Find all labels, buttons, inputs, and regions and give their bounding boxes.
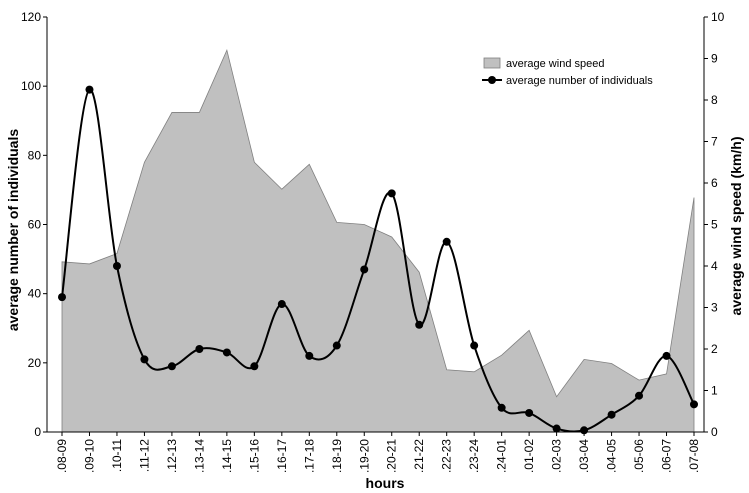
x-tick-label: .08-09: [55, 439, 69, 473]
x-tick-label: .23-24: [467, 439, 481, 473]
y-left-tick-label: 120: [21, 10, 41, 24]
legend-marker-individuals: [488, 76, 496, 84]
y-right-tick-label: 9: [711, 52, 718, 66]
y-right-tick-label: 5: [711, 218, 718, 232]
x-tick-label: .06-07: [660, 439, 674, 473]
y-right-tick-label: 0: [711, 425, 718, 439]
x-tick-label: .21-22: [412, 439, 426, 473]
wind-speed-area: [61, 48, 695, 433]
y-left-tick-label: 40: [28, 287, 42, 301]
x-axis-title: hours: [366, 475, 405, 491]
individuals-point: [415, 320, 424, 329]
y-right-tick-label: 3: [711, 301, 718, 315]
y-right-tick-label: 7: [711, 135, 718, 149]
y-left-tick-label: 0: [34, 425, 41, 439]
x-tick-label: .12-13: [165, 439, 179, 473]
x-tick-label: .17-18: [302, 439, 316, 473]
x-tick-label: .01-02: [522, 439, 536, 473]
y-right-tick-label: 2: [711, 342, 718, 356]
x-tick-label: .09-10: [82, 439, 96, 473]
individuals-point: [167, 362, 176, 371]
individuals-point: [387, 189, 396, 198]
individuals-point: [635, 391, 644, 400]
individuals-point: [140, 355, 149, 364]
y-left-tick-label: 80: [28, 148, 42, 162]
individuals-point: [525, 408, 534, 417]
individuals-point: [250, 362, 259, 371]
x-tick-label: .07-08: [687, 439, 701, 473]
y-right-tick-label: 10: [711, 10, 725, 24]
x-tick-label: .19-20: [357, 439, 371, 473]
axes: 0 20 40 60 80 100 120 0 1 2 3 4 5 6 7 8 9 10 .08-09 .09-10.…: [21, 10, 725, 473]
individuals-point: [470, 341, 479, 350]
individuals-point: [195, 345, 204, 353]
x-tick-label: .18-19: [330, 439, 344, 473]
x-tick-label: .22-23: [440, 439, 454, 473]
legend-swatch-wind: [483, 57, 501, 69]
y-right-tick-label: 4: [711, 259, 718, 273]
individuals-point: [662, 351, 671, 360]
legend-label-wind: average wind speed: [506, 58, 604, 70]
y-left-tick-label: 20: [28, 356, 42, 370]
wind-area-layer: [61, 48, 695, 433]
individuals-line-layer: [58, 85, 698, 435]
y-left-tick-label: 100: [21, 79, 41, 93]
x-tick-label: .14-15: [220, 439, 234, 473]
legend-label-individuals: average number of individuals: [506, 75, 653, 87]
individuals-point: [690, 400, 698, 409]
individuals-point: [360, 265, 369, 274]
x-tick-label: .16-17: [275, 439, 289, 473]
x-tick-label: .20-21: [385, 439, 399, 473]
x-tick-label: .24-01: [495, 439, 509, 473]
individuals-point: [442, 237, 451, 246]
x-tick-label: .11-12: [137, 439, 151, 472]
individuals-point: [552, 424, 561, 433]
x-tick-label: .02-03: [550, 439, 564, 473]
x-tick-label: .05-06: [632, 439, 646, 473]
y-right-axis-title: average wind speed (km/h): [728, 137, 744, 316]
individuals-point: [112, 262, 121, 270]
individuals-point: [607, 410, 616, 419]
individuals-point: [580, 426, 589, 435]
y-right-tick-label: 1: [711, 384, 718, 398]
individuals-point: [58, 293, 66, 302]
y-right-tick-label: 6: [711, 176, 718, 190]
individuals-point: [497, 403, 506, 412]
y-right-tick-label: 8: [711, 93, 718, 107]
x-tick-label: .03-04: [577, 439, 591, 473]
x-tick-label: .04-05: [605, 439, 619, 473]
x-tick-label: .15-16: [247, 439, 261, 473]
individuals-point: [222, 348, 231, 357]
individuals-point: [85, 85, 94, 94]
individuals-point: [305, 351, 314, 360]
individuals-point: [332, 341, 341, 350]
x-tick-label: .10-11: [110, 439, 124, 472]
individuals-point: [277, 300, 286, 309]
y-left-tick-label: 60: [28, 218, 42, 232]
y-left-axis-title: average number of individuals: [5, 129, 21, 331]
x-tick-label: .13-14: [192, 439, 206, 473]
legend: average wind speed average number of indi…: [482, 57, 653, 87]
